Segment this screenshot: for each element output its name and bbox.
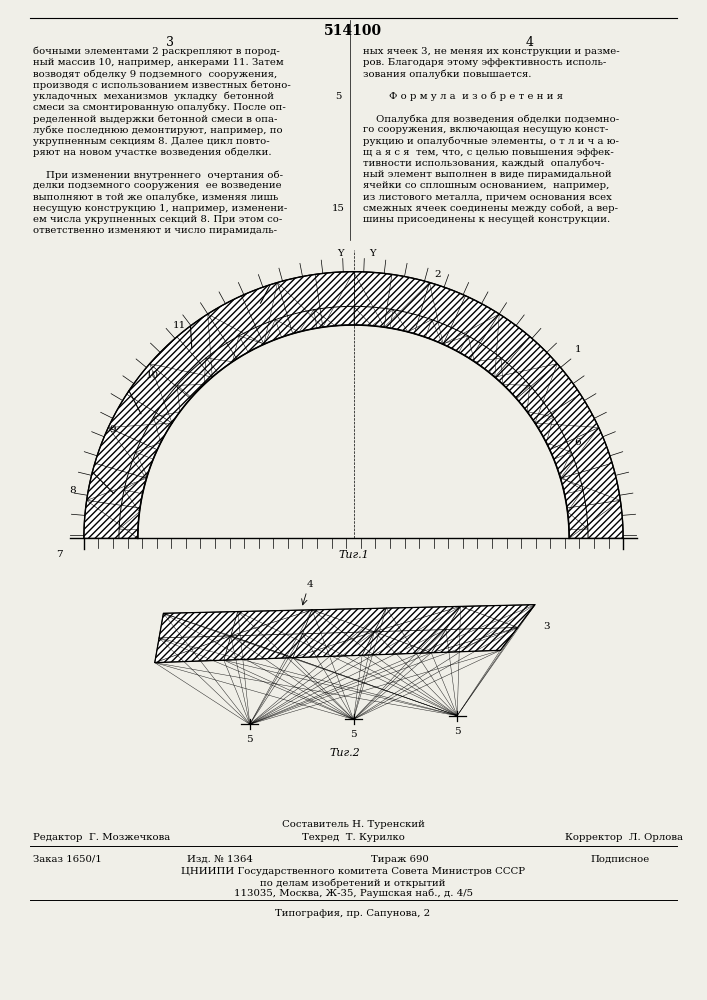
Text: Y: Y: [337, 249, 344, 258]
Polygon shape: [155, 605, 535, 663]
Text: Составитель Н. Туренский: Составитель Н. Туренский: [281, 820, 424, 829]
Text: ных ячеек 3, не меняя их конструкции и разме-: ных ячеек 3, не меняя их конструкции и р…: [363, 47, 619, 56]
Text: 3: 3: [166, 36, 174, 49]
Text: 113035, Москва, Ж-35, Раушская наб., д. 4/5: 113035, Москва, Ж-35, Раушская наб., д. …: [233, 889, 472, 898]
Text: ный массив 10, например, анкерами 11. Затем: ный массив 10, например, анкерами 11. За…: [33, 58, 284, 67]
Text: тивности использования, каждый  опалубоч-: тивности использования, каждый опалубоч-: [363, 159, 604, 168]
Text: по делам изобретений и открытий: по делам изобретений и открытий: [260, 878, 445, 888]
Text: 9: 9: [110, 425, 116, 434]
Text: 11: 11: [173, 321, 187, 330]
Text: Тираж 690: Тираж 690: [371, 855, 429, 864]
Text: производя с использованием известных бетоно-: производя с использованием известных бет…: [33, 81, 291, 90]
Text: Типография, пр. Сапунова, 2: Типография, пр. Сапунова, 2: [276, 909, 431, 918]
Text: 3: 3: [544, 622, 550, 631]
Text: ряют на новом участке возведения обделки.: ряют на новом участке возведения обделки…: [33, 148, 271, 157]
Text: 5: 5: [335, 92, 341, 101]
Text: ячейки со сплошным основанием,  например,: ячейки со сплошным основанием, например,: [363, 181, 609, 190]
Text: зования опалубки повышается.: зования опалубки повышается.: [363, 69, 532, 79]
Text: лубке последнюю демонтируют, например, по: лубке последнюю демонтируют, например, п…: [33, 125, 283, 135]
Polygon shape: [84, 272, 623, 538]
Text: Y: Y: [369, 249, 375, 258]
Text: Ф о р м у л а  и з о б р е т е н и я: Ф о р м у л а и з о б р е т е н и я: [363, 92, 563, 101]
Text: Опалубка для возведения обделки подземно-: Опалубка для возведения обделки подземно…: [363, 114, 619, 124]
Text: смеси за смонтированную опалубку. После оп-: смеси за смонтированную опалубку. После …: [33, 103, 286, 112]
Text: Τиг.2: Τиг.2: [329, 748, 361, 758]
Text: Τиг.1: Τиг.1: [338, 550, 369, 560]
Text: рукцию и опалубочные элементы, о т л и ч а ю-: рукцию и опалубочные элементы, о т л и ч…: [363, 137, 619, 146]
Text: 6: 6: [575, 438, 581, 447]
Text: ответственно изменяют и число пирамидаль-: ответственно изменяют и число пирамидаль…: [33, 226, 277, 235]
Text: несущую конструкцию 1, например, изменени-: несущую конструкцию 1, например, изменен…: [33, 204, 287, 213]
Text: 5: 5: [247, 735, 253, 744]
Text: смежных ячеек соединены между собой, а вер-: смежных ячеек соединены между собой, а в…: [363, 204, 618, 213]
Text: 7: 7: [56, 550, 62, 559]
Text: бочными элементами 2 раскрепляют в пород-: бочными элементами 2 раскрепляют в пород…: [33, 47, 280, 56]
Text: Техред  Т. Курилко: Техред Т. Курилко: [302, 833, 404, 842]
Text: шины присоединены к несущей конструкции.: шины присоединены к несущей конструкции.: [363, 215, 610, 224]
Text: Редактор  Г. Мозжечкова: Редактор Г. Мозжечкова: [33, 833, 170, 842]
Text: 5: 5: [454, 727, 460, 736]
Text: 4: 4: [307, 580, 314, 589]
Text: делки подземного сооружения  ее возведение: делки подземного сооружения ее возведени…: [33, 181, 281, 190]
Text: го сооружения, включающая несущую конст-: го сооружения, включающая несущую конст-: [363, 125, 609, 134]
Text: 8: 8: [69, 486, 76, 495]
Text: При изменении внутреннего  очертания об-: При изменении внутреннего очертания об-: [33, 170, 283, 180]
Text: выполняют в той же опалубке, изменяя лишь: выполняют в той же опалубке, изменяя лиш…: [33, 193, 279, 202]
Text: ределенной выдержки бетонной смеси в опа-: ределенной выдержки бетонной смеси в опа…: [33, 114, 277, 124]
Text: возводят обделку 9 подземного  сооружения,: возводят обделку 9 подземного сооружения…: [33, 69, 277, 79]
Text: ем числа укрупненных секций 8. При этом со-: ем числа укрупненных секций 8. При этом …: [33, 215, 282, 224]
Text: укладочных  механизмов  укладку  бетонной: укладочных механизмов укладку бетонной: [33, 92, 274, 101]
Text: 5: 5: [350, 730, 357, 739]
Text: ров. Благодаря этому эффективность исполь-: ров. Благодаря этому эффективность испол…: [363, 58, 606, 67]
Text: ный элемент выполнен в виде пирамидальной: ный элемент выполнен в виде пирамидально…: [363, 170, 612, 179]
Text: Заказ 1650/1: Заказ 1650/1: [33, 855, 102, 864]
Text: 4: 4: [526, 36, 534, 49]
Text: из листового металла, причем основания всех: из листового металла, причем основания в…: [363, 193, 612, 202]
Text: 15: 15: [332, 204, 344, 213]
Text: 10: 10: [146, 371, 159, 380]
Text: укрупненным секциям 8. Далее цикл повто-: укрупненным секциям 8. Далее цикл повто-: [33, 137, 269, 146]
Text: 1: 1: [575, 345, 581, 354]
Text: ЦНИИПИ Государственного комитета Совета Министров СССР: ЦНИИПИ Государственного комитета Совета …: [181, 867, 525, 876]
Text: Изд. № 1364: Изд. № 1364: [187, 855, 253, 864]
Text: 514100: 514100: [324, 24, 382, 38]
Text: 2: 2: [434, 270, 441, 279]
Text: щ а я с я  тем, что, с целью повышения эффек-: щ а я с я тем, что, с целью повышения эф…: [363, 148, 614, 157]
Text: Корректор  Л. Орлова: Корректор Л. Орлова: [565, 833, 683, 842]
Text: Подписное: Подписное: [590, 855, 650, 864]
